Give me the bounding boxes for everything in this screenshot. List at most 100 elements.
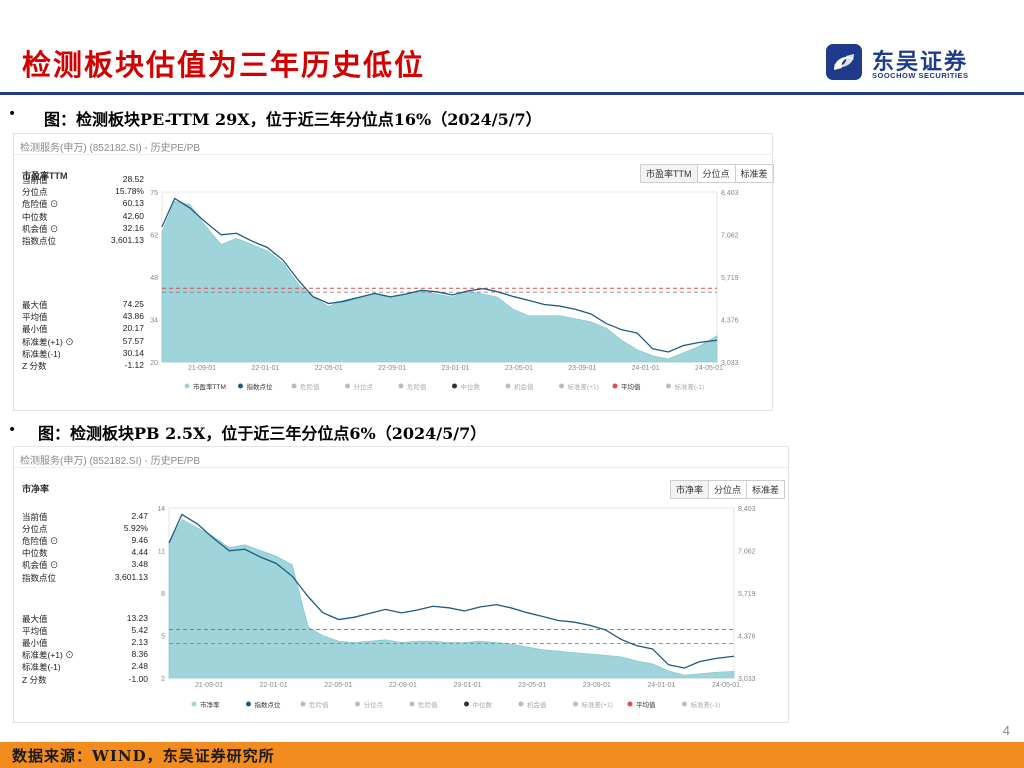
stat-label: 最大值 bbox=[22, 614, 48, 624]
tab-percentile[interactable]: 分位点 bbox=[698, 165, 736, 182]
legend-label: 危险值 bbox=[300, 382, 320, 391]
y-left-tick-label: 62 bbox=[150, 233, 158, 240]
legend-swatch bbox=[291, 383, 297, 389]
y-right-tick-label: 4,376 bbox=[721, 318, 739, 325]
stat-value: 9.46 bbox=[131, 535, 148, 546]
legend-label: 市盈率TTM bbox=[193, 382, 226, 391]
stat-value: 13.23 bbox=[126, 613, 148, 623]
x-tick-label: 23-09-01 bbox=[583, 682, 611, 689]
stat-value: 4.44 bbox=[131, 547, 148, 558]
legend-label: 标准差(-1) bbox=[691, 700, 721, 709]
y-right-tick-label: 8,403 bbox=[721, 190, 739, 197]
legend-label: 标准差(-1) bbox=[675, 382, 705, 391]
legend-label: 标准差(+1) bbox=[582, 700, 613, 709]
legend-swatch bbox=[345, 383, 350, 389]
legend-swatch bbox=[518, 701, 524, 707]
stat-label: 标准差(-1) bbox=[22, 662, 61, 673]
chart-1-metric-name: 市盈率TTM bbox=[22, 171, 68, 181]
stat-value: 5.92% bbox=[123, 523, 148, 534]
tab-pe-ttm[interactable]: 市盈率TTM bbox=[641, 165, 698, 182]
legend-swatch bbox=[238, 383, 243, 389]
stat-value: 20.17 bbox=[122, 323, 144, 334]
logo-english-text: SOOCHOW SECURITIES bbox=[872, 71, 969, 80]
valuation-area bbox=[161, 200, 718, 363]
legend-label: 中位数 bbox=[473, 700, 493, 709]
x-tick-label: 23-05-01 bbox=[518, 682, 546, 689]
x-tick-label: 23-05-01 bbox=[505, 365, 533, 372]
chart-2-metric-name: 市净率 bbox=[22, 484, 50, 494]
stat-value: -1.12 bbox=[124, 360, 144, 370]
footer-source-text: 数据来源：WIND，东吴证券研究所 bbox=[12, 747, 275, 765]
y-right-tick-label: 5,719 bbox=[721, 275, 739, 282]
legend-swatch bbox=[409, 701, 415, 707]
legend-label: 机会值 bbox=[514, 382, 534, 391]
x-tick-label: 21-09-01 bbox=[195, 682, 223, 689]
stat-label: 最大值 bbox=[22, 300, 48, 310]
stat-label: 机会值 ⊙ bbox=[22, 223, 59, 234]
stat-label: 标准差(+1) ⊙ bbox=[22, 650, 74, 661]
stat-label: 中位数 bbox=[22, 211, 48, 222]
stat-label: 平均值 bbox=[22, 626, 48, 637]
stat-label: 分位点 bbox=[22, 187, 48, 198]
legend-swatch bbox=[355, 701, 360, 707]
chart-2-panel: 检测服务(申万) (852182.SI) - 历史PE/PB 市净率 市净率 分… bbox=[13, 446, 789, 723]
y-right-tick-label: 5,719 bbox=[738, 591, 756, 598]
legend-swatch bbox=[184, 383, 190, 389]
legend-swatch bbox=[573, 701, 578, 707]
chart-2-tab-group[interactable]: 市净率 分位点 标准差 bbox=[670, 480, 786, 499]
y-right-tick-label: 4,376 bbox=[738, 634, 756, 641]
x-tick-label: 22-09-01 bbox=[378, 365, 406, 372]
chart-2-svg: 14 11 8 5 2 8,403 7,062 5,719 4,376 3,033 21-09-01… bbox=[157, 506, 756, 709]
x-tick-label: 24-01-01 bbox=[632, 365, 660, 372]
y-left-tick-label: 11 bbox=[158, 549, 165, 556]
y-right-tick-label: 7,062 bbox=[738, 549, 756, 556]
x-tick-label: 24-05-01 bbox=[712, 682, 740, 689]
legend-swatch bbox=[246, 701, 251, 707]
y-left-tick-label: 2 bbox=[161, 676, 165, 683]
y-right-tick-label: 3,033 bbox=[721, 360, 739, 367]
chart-1-panel-title: 检测服务(申万) (852182.SI) - 历史PE/PB bbox=[20, 143, 201, 154]
stat-value: 43.86 bbox=[122, 311, 144, 322]
y-left-tick-label: 14 bbox=[157, 506, 165, 513]
legend-label: 分位点 bbox=[364, 700, 384, 709]
y-left-tick-label: 48 bbox=[150, 275, 158, 282]
stat-value: 8.36 bbox=[131, 649, 148, 660]
stat-label: 标准差(-1) bbox=[22, 348, 61, 359]
stat-label: 危险值 ⊙ bbox=[22, 199, 59, 210]
header-divider bbox=[0, 92, 1024, 95]
slide-title: 检测板块估值为三年历史低位 bbox=[22, 48, 426, 82]
footer-bar bbox=[0, 742, 1024, 768]
stat-label: 指数点位 bbox=[22, 236, 57, 246]
legend-swatch bbox=[612, 383, 618, 389]
stat-value: 60.13 bbox=[122, 198, 144, 209]
stat-value: 42.60 bbox=[122, 210, 144, 221]
chart-1-tab-group[interactable]: 市盈率TTM 分位点 标准差 bbox=[640, 164, 774, 183]
y-right-tick-label: 7,062 bbox=[721, 233, 739, 240]
legend-swatch bbox=[559, 383, 564, 389]
y-left-tick-label: 5 bbox=[161, 634, 165, 641]
tab-std-dev[interactable]: 标准差 bbox=[752, 485, 780, 495]
tab-percentile[interactable]: 分位点 bbox=[709, 481, 748, 498]
bullet-marker: • bbox=[8, 106, 17, 122]
legend-swatch bbox=[682, 701, 687, 707]
soochow-logo-mark-icon bbox=[826, 44, 862, 80]
chart-2-caption: 图：检测板块PB 2.5X，位于近三年分位点6%（2024/5/7） bbox=[38, 424, 487, 443]
legend-swatch bbox=[627, 701, 633, 707]
legend-label: 危险值 bbox=[418, 700, 438, 709]
stat-value: 15.78% bbox=[115, 186, 144, 197]
legend-label: 危险值 bbox=[407, 382, 427, 391]
legend-label: 标准差(+1) bbox=[568, 382, 599, 391]
index-line bbox=[168, 513, 735, 669]
tab-pb[interactable]: 市净率 bbox=[671, 481, 710, 498]
stat-value: 5.42 bbox=[131, 625, 148, 636]
y-left-tick-label: 34 bbox=[150, 318, 158, 325]
x-tick-label: 23-09-01 bbox=[568, 365, 596, 372]
stat-label: 中位数 bbox=[22, 548, 48, 559]
x-tick-label: 21-09-01 bbox=[188, 365, 216, 372]
legend-label: 平均值 bbox=[636, 700, 656, 709]
stat-label: 平均值 bbox=[22, 312, 48, 323]
x-tick-label: 23-01-01 bbox=[453, 682, 481, 689]
stat-value: 28.52 bbox=[122, 174, 144, 184]
tab-std-dev[interactable]: 标准差 bbox=[740, 169, 768, 179]
legend-label: 市净率 bbox=[200, 700, 220, 709]
